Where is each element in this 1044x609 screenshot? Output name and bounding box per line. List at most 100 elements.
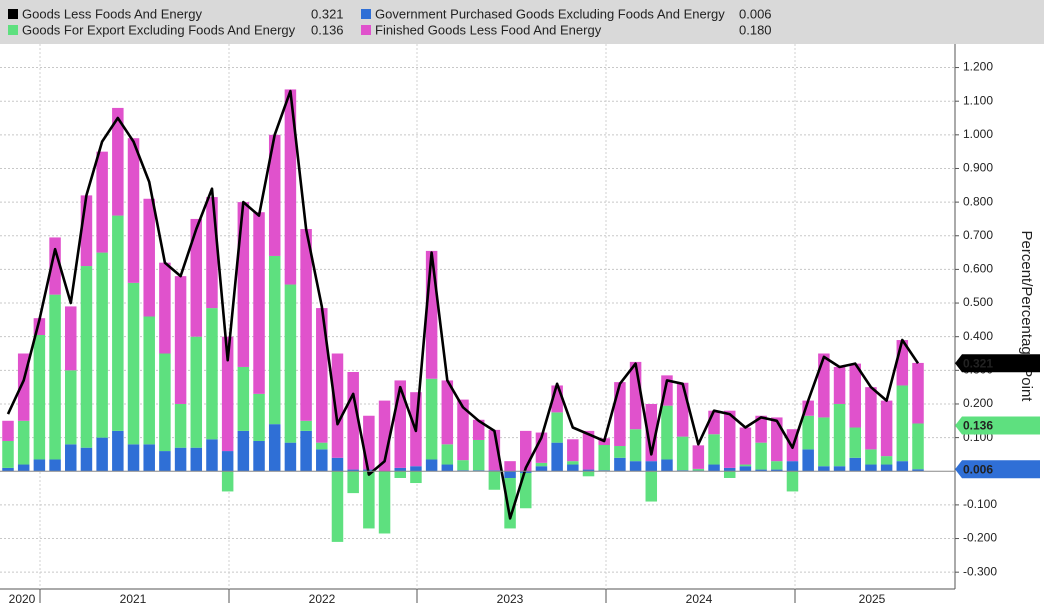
bar-segment xyxy=(865,387,877,450)
bar-segment xyxy=(253,393,265,441)
bar-segment xyxy=(567,461,579,465)
bar-segment xyxy=(551,412,563,443)
bar-segment xyxy=(331,353,344,458)
bar-segment xyxy=(849,457,861,472)
bar-segment xyxy=(394,380,406,468)
x-tick-label: 2023 xyxy=(497,592,524,606)
legend-value: 0.136 xyxy=(311,22,344,37)
bar-segment xyxy=(771,417,783,462)
bar-segment xyxy=(33,459,46,472)
bar-segment xyxy=(614,446,626,458)
bar-segment xyxy=(347,471,359,494)
bar-segment xyxy=(786,471,799,492)
value-tag xyxy=(955,354,1040,373)
bar-segment xyxy=(723,467,736,472)
bar-segment xyxy=(378,471,391,534)
x-tick-label: 2024 xyxy=(686,592,713,606)
bar-segment xyxy=(159,262,171,354)
bar-segment xyxy=(880,464,893,472)
y-tick-label: -0.300 xyxy=(963,564,997,578)
bar-segment xyxy=(755,442,767,470)
bar-segment xyxy=(441,464,454,472)
bar-segment xyxy=(410,471,422,484)
bar-segment xyxy=(237,430,250,472)
bar-segment xyxy=(174,276,187,404)
bar-segment xyxy=(80,266,93,448)
bar-segment xyxy=(410,466,422,472)
y-axis-label: Percent/Percentage Point xyxy=(1018,231,1035,403)
bar-segment xyxy=(472,470,485,472)
bar-segment xyxy=(17,353,30,421)
bar-segment xyxy=(65,370,77,445)
y-tick-label: 0.600 xyxy=(963,262,993,276)
bar-segment xyxy=(159,451,171,472)
legend-swatch xyxy=(361,9,371,19)
bar-segment xyxy=(96,437,108,472)
value-tag-label: 0.006 xyxy=(963,462,993,476)
x-tick-label: 2021 xyxy=(120,592,147,606)
line-series xyxy=(6,89,920,520)
bar-segment xyxy=(331,471,344,542)
y-tick-label: 0.200 xyxy=(963,396,993,410)
value-tag xyxy=(955,416,1040,435)
bar-segment xyxy=(253,212,265,394)
bar-segment xyxy=(457,460,469,471)
bar-segment xyxy=(127,138,140,283)
bar-segment xyxy=(112,215,124,431)
bar-segment xyxy=(268,424,281,472)
y-tick-label: 1.000 xyxy=(963,127,993,141)
bar-segment xyxy=(221,451,234,472)
bar-segment xyxy=(127,444,140,472)
bar-segment xyxy=(127,282,140,445)
legend-label: Goods For Export Excluding Foods And Ene… xyxy=(22,22,296,37)
bar-segment xyxy=(520,430,532,472)
x-tick-label: 2022 xyxy=(309,592,336,606)
plot-area xyxy=(0,44,955,589)
bar-segment xyxy=(65,444,77,472)
legend: Goods Less Foods And Energy 0.321 Governme… xyxy=(8,6,772,37)
bar-segment xyxy=(645,403,658,462)
bar-segment xyxy=(676,382,689,437)
bar-segment xyxy=(363,471,375,529)
bar-segment xyxy=(268,255,281,425)
bar-segment xyxy=(174,447,187,472)
legend-label: Finished Goods Less Food And Energy xyxy=(375,22,602,37)
bar-segment xyxy=(708,410,720,435)
bar-segment xyxy=(676,470,689,472)
bar-segment xyxy=(143,444,155,472)
bar-segment xyxy=(739,466,752,472)
bar-segment xyxy=(457,470,469,472)
bar-segment xyxy=(614,457,626,472)
bar-segment xyxy=(80,447,93,472)
bar-segment xyxy=(80,195,93,267)
bar-segment xyxy=(849,363,861,428)
legend-value: 0.180 xyxy=(739,22,772,37)
bar-segment xyxy=(739,427,752,465)
bar-segment xyxy=(33,318,46,336)
bar-segment xyxy=(49,294,61,460)
bar-segment xyxy=(692,468,705,471)
bar-segment xyxy=(629,361,642,430)
bar-segment xyxy=(755,469,767,472)
bar-segment xyxy=(723,471,736,478)
bar-segment xyxy=(316,308,328,443)
bar-segment xyxy=(676,436,689,471)
bar-segment xyxy=(331,457,344,472)
bar-segment xyxy=(912,469,924,472)
bar-segment xyxy=(598,470,610,472)
y-tick-label: 0.400 xyxy=(963,329,993,343)
bar-segment xyxy=(692,445,705,469)
bar-segment xyxy=(472,419,485,440)
bar-segment xyxy=(488,429,501,471)
bar-segment xyxy=(17,420,30,465)
bar-segment xyxy=(849,427,861,458)
bar-segment xyxy=(441,444,454,465)
legend-swatch xyxy=(8,9,18,19)
bar-segment xyxy=(394,467,406,472)
bar-segment xyxy=(221,471,234,492)
value-tag-label: 0.321 xyxy=(963,356,993,370)
bar-segment xyxy=(2,467,14,472)
bar-segment xyxy=(504,461,516,472)
y-tick-label: -0.200 xyxy=(963,531,997,545)
